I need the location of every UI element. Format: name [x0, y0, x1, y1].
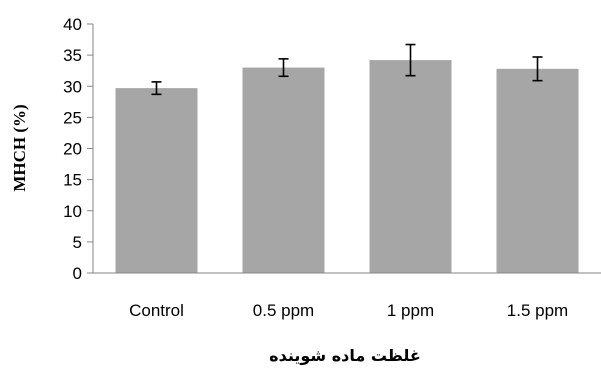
y-tick-label: 10: [63, 202, 82, 221]
y-tick-label: 25: [63, 108, 82, 127]
y-tick-label: 35: [63, 46, 82, 65]
y-tick-label: 30: [63, 77, 82, 96]
x-category-label: Control: [129, 301, 184, 320]
x-category-label: 0.5 ppm: [253, 301, 314, 320]
y-tick-label: 0: [73, 264, 82, 283]
x-axis-label: غلظت ماده شوینده: [269, 346, 421, 365]
y-tick-label: 40: [63, 15, 82, 34]
y-tick-label: 20: [63, 140, 82, 159]
bar-control: [115, 88, 198, 274]
bars-group: [115, 60, 579, 274]
x-category-label: 1 ppm: [387, 301, 434, 320]
error-bars-group: [151, 43, 543, 96]
bar-1.5-ppm: [496, 68, 579, 273]
x-category-label: 1.5 ppm: [507, 301, 568, 320]
y-axis-ticks: 0 5 10 15 20 25 30 35 40: [63, 15, 93, 283]
y-tick-label: 5: [73, 233, 82, 252]
y-tick-label: 15: [63, 171, 82, 190]
axes-group: [92, 24, 601, 274]
bar-0.5-ppm: [242, 67, 325, 273]
x-axis-categories: Control 0.5 ppm 1 ppm 1.5 ppm: [129, 301, 568, 320]
y-axis-label: MHCH (%): [10, 104, 29, 191]
bar-1-ppm: [369, 60, 452, 274]
